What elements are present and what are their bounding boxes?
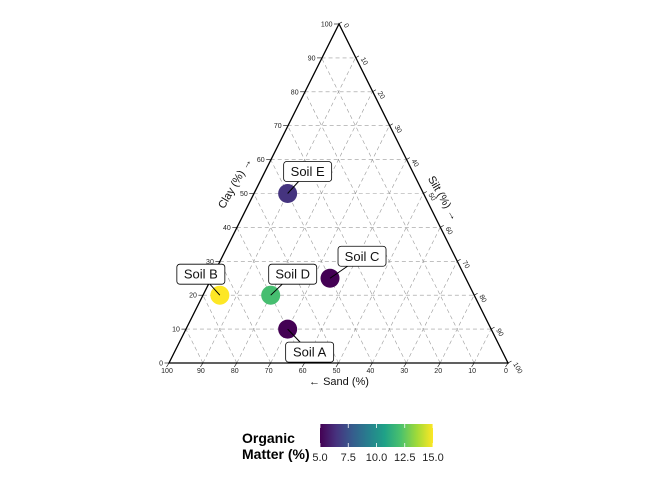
grid-line-silt-80 bbox=[439, 295, 475, 364]
sand-tick-label: 70 bbox=[265, 368, 273, 375]
sand-tick-mark bbox=[369, 362, 373, 368]
grid-line-sand-80 bbox=[202, 295, 238, 364]
grid-line-silt-70 bbox=[406, 261, 458, 364]
tick-labels: 0102030405060708090100010203040506070809… bbox=[159, 22, 523, 376]
sand-tick-label: 80 bbox=[231, 368, 239, 375]
silt-tick-label: 40 bbox=[410, 158, 420, 168]
point-labels: Soil A Soil B Soil C Soil D Soil E bbox=[176, 161, 387, 363]
clay-tick-label: 70 bbox=[274, 123, 282, 130]
sand-tick-mark bbox=[200, 362, 204, 368]
clay-tick-label: 100 bbox=[321, 22, 333, 29]
grid-line-sand-20 bbox=[304, 91, 441, 364]
sand-tick-mark bbox=[267, 362, 271, 368]
sand-tick-label: 50 bbox=[333, 368, 341, 375]
legend-tick-label: 5.0 bbox=[312, 452, 327, 464]
label-box-soil-d bbox=[268, 263, 318, 285]
silt-tick-label: 100 bbox=[511, 362, 523, 376]
sand-tick-mark bbox=[505, 362, 509, 368]
sand-tick-label: 100 bbox=[161, 368, 173, 375]
legend-title: Organic Matter (%) bbox=[242, 430, 310, 462]
silt-tick-label: 70 bbox=[460, 260, 470, 270]
label-text-soil-b: Soil B bbox=[184, 267, 218, 282]
silt-tick-mark bbox=[423, 191, 427, 194]
silt-tick-mark bbox=[440, 225, 444, 228]
sand-tick-mark bbox=[166, 362, 170, 368]
silt-tick-mark bbox=[355, 55, 360, 59]
label-box-soil-b bbox=[176, 263, 226, 285]
sand-tick-mark bbox=[471, 362, 475, 368]
legend-tick-label: 10.0 bbox=[366, 452, 387, 464]
sand-tick-label: 40 bbox=[367, 368, 375, 375]
sand-tick-mark bbox=[403, 362, 407, 368]
sand-axis-title: ← Sand (%) bbox=[309, 376, 369, 388]
sand-tick-mark bbox=[234, 362, 238, 368]
clay-tick-label: 40 bbox=[223, 225, 231, 232]
grid-line-sand-10 bbox=[321, 57, 475, 364]
label-text-soil-e: Soil E bbox=[291, 164, 325, 179]
grid-line-silt-90 bbox=[473, 328, 492, 364]
sand-tick-label: 0 bbox=[504, 368, 508, 375]
sand-tick-label: 30 bbox=[400, 368, 408, 375]
grid-line-silt-10 bbox=[202, 57, 356, 364]
silt-tick-mark bbox=[457, 259, 461, 262]
grid-line-sand-70 bbox=[219, 261, 271, 364]
silt-tick-mark bbox=[507, 360, 512, 364]
silt-tick-mark bbox=[490, 326, 495, 330]
legend-tick-label: 7.5 bbox=[341, 452, 356, 464]
grid-line-silt-50 bbox=[338, 193, 424, 364]
clay-tick-label: 80 bbox=[291, 89, 299, 96]
clay-tick-label: 60 bbox=[257, 157, 265, 164]
grid-line-sand-30 bbox=[287, 125, 407, 364]
clay-tick-label: 0 bbox=[159, 361, 163, 368]
sand-tick-label: 20 bbox=[434, 368, 442, 375]
silt-tick-label: 60 bbox=[443, 226, 453, 236]
label-text-soil-d: Soil D bbox=[275, 267, 310, 282]
clay-tick-label: 50 bbox=[240, 191, 248, 198]
silt-tick-label: 10 bbox=[359, 56, 369, 66]
silt-tick-label: 30 bbox=[393, 124, 403, 134]
sand-tick-mark bbox=[437, 362, 441, 368]
sand-tick-mark bbox=[301, 362, 305, 368]
silt-tick-label: 20 bbox=[376, 90, 386, 100]
sand-tick-label: 10 bbox=[468, 368, 476, 375]
label-box-soil-c bbox=[337, 245, 387, 267]
grid-line-silt-60 bbox=[372, 227, 441, 364]
sand-tick-mark bbox=[335, 362, 339, 368]
label-box-soil-a bbox=[285, 341, 335, 363]
grid-line-silt-20 bbox=[236, 91, 373, 364]
legend-ticks: 5.0 7.5 10.0 12.5 15.0 bbox=[312, 424, 444, 464]
silt-tick-label: 50 bbox=[427, 192, 437, 202]
legend-colorbar bbox=[320, 424, 433, 447]
silt-tick-mark bbox=[338, 21, 343, 25]
silt-tick-label: 0 bbox=[342, 23, 350, 30]
silt-tick-mark bbox=[473, 292, 478, 296]
clay-tick-label: 20 bbox=[189, 293, 197, 300]
sand-tick-label: 60 bbox=[299, 368, 307, 375]
label-text-soil-a: Soil A bbox=[293, 345, 327, 360]
silt-tick-mark bbox=[406, 157, 410, 160]
label-text-soil-c: Soil C bbox=[345, 249, 380, 264]
clay-tick-label: 90 bbox=[308, 55, 316, 62]
legend-tick-label: 12.5 bbox=[394, 452, 415, 464]
silt-tick-label: 80 bbox=[477, 294, 487, 304]
label-box-soil-e bbox=[283, 161, 333, 182]
sand-tick-label: 90 bbox=[197, 368, 205, 375]
clay-tick-label: 10 bbox=[172, 327, 180, 334]
silt-tick-label: 90 bbox=[494, 328, 504, 338]
silt-tick-mark bbox=[389, 123, 393, 126]
grid-line-sand-60 bbox=[236, 227, 305, 364]
clay-tick-label: 30 bbox=[206, 259, 214, 266]
grid-line-sand-90 bbox=[185, 328, 204, 364]
color-legend: Organic Matter (%) 5.0 7.5 10.0 12.5 15.0 bbox=[242, 424, 444, 464]
silt-tick-mark bbox=[372, 89, 377, 93]
legend-tick-label: 15.0 bbox=[422, 452, 443, 464]
